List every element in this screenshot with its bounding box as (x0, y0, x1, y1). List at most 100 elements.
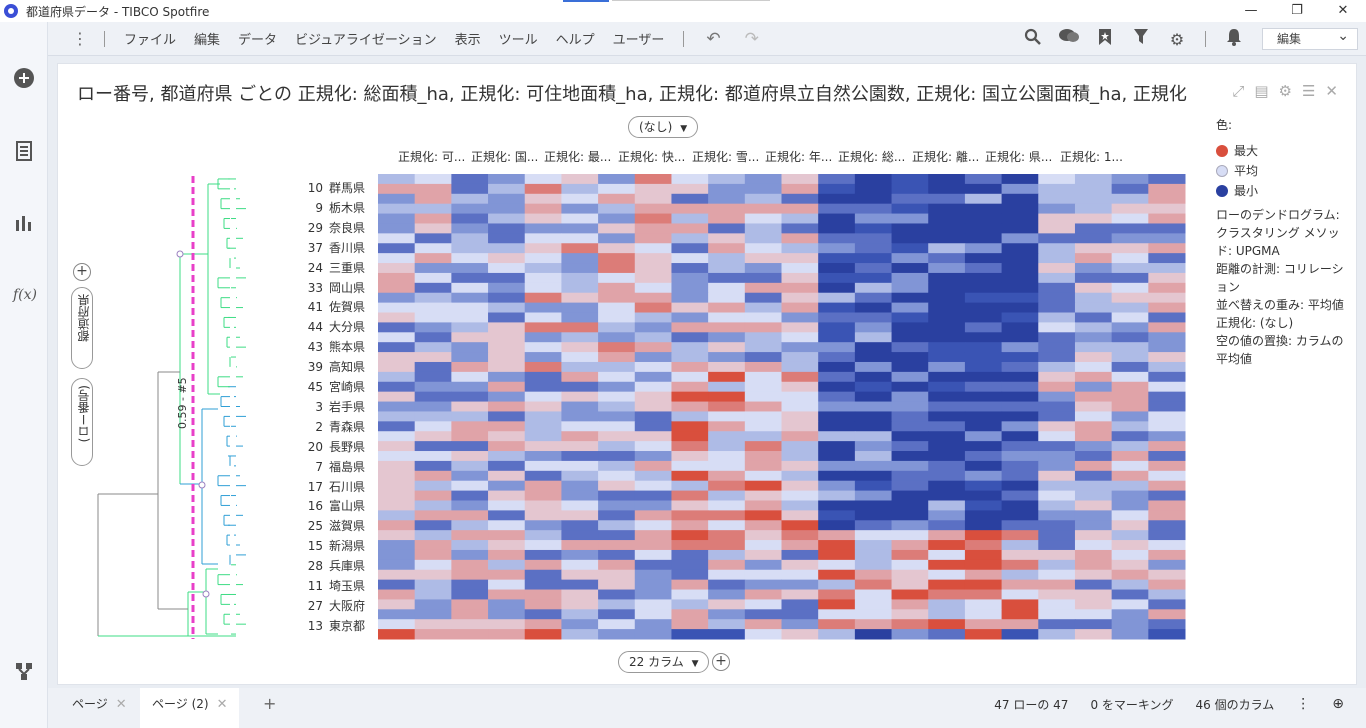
legend-item-max[interactable]: 最大 (1216, 142, 1346, 160)
heatmap-cell (1074, 619, 1113, 630)
add-row-axis-icon[interactable]: + (73, 263, 91, 281)
close-tab-icon[interactable]: ✕ (216, 697, 228, 712)
column-header[interactable]: 正規化: 離... (912, 150, 980, 164)
flow-icon[interactable] (13, 660, 35, 682)
menu-data[interactable]: データ (238, 33, 278, 48)
row-dendrogram[interactable] (97, 178, 246, 637)
row-label[interactable]: 10 群馬県 (295, 179, 365, 196)
heatmap-cell (1038, 629, 1076, 640)
row-label[interactable]: 15 新潟県 (295, 537, 365, 554)
collaboration-icon[interactable] (1051, 28, 1087, 50)
heatmap-cell (488, 223, 526, 234)
bar-chart-icon[interactable] (13, 212, 35, 234)
row-label[interactable]: 39 高知県 (295, 358, 365, 375)
close-window-button[interactable]: ✕ (1337, 3, 1349, 18)
column-header[interactable]: 正規化: 国... (471, 150, 539, 164)
column-header[interactable]: 正規化: 総... (838, 150, 906, 164)
heatmap-cell (378, 579, 416, 591)
search-icon[interactable] (1015, 28, 1051, 50)
row-axis-pill-rownumber[interactable]: (ロー番号) (71, 378, 93, 466)
column-header[interactable]: 正規化: 快... (618, 150, 686, 164)
row-label[interactable]: 28 兵庫県 (295, 557, 365, 574)
heatmap-cell (634, 272, 672, 284)
column-header[interactable]: 正規化: 県... (985, 150, 1053, 164)
menu-visualization[interactable]: ビジュアライゼーション (295, 33, 437, 48)
row-label[interactable]: 44 大分県 (295, 318, 365, 335)
close-tab-icon[interactable]: ✕ (115, 697, 127, 712)
redo-icon[interactable]: ↷ (744, 28, 759, 49)
minimize-button[interactable]: — (1244, 3, 1258, 18)
heatmap-cell (598, 371, 636, 383)
heatmap-cell (928, 451, 966, 462)
heatmap-cell (378, 203, 416, 215)
heatmap-cell (891, 223, 929, 234)
row-label[interactable]: 9 栃木県 (295, 199, 365, 216)
heatmap-cell (1111, 272, 1149, 284)
add-column-icon[interactable]: + (712, 653, 730, 671)
legend-item-min[interactable]: 最小 (1216, 182, 1346, 200)
menu-view[interactable]: 表示 (454, 33, 481, 48)
row-label[interactable]: 13 東京都 (295, 617, 365, 634)
row-label[interactable]: 11 埼玉県 (295, 577, 365, 594)
heatmap-cell (744, 520, 782, 531)
row-label[interactable]: 45 宮崎県 (295, 378, 365, 395)
row-label[interactable]: 29 奈良県 (295, 219, 365, 236)
globe-icon[interactable]: ⊕ (1332, 696, 1344, 712)
row-label[interactable]: 2 青森県 (295, 418, 365, 435)
menu-user[interactable]: ユーザー (612, 33, 665, 48)
row-label[interactable]: 43 熊本県 (295, 338, 365, 355)
heatmap-cell (891, 470, 929, 482)
heatmap-cell (854, 470, 893, 482)
heatmap-cell (524, 233, 562, 244)
mode-select[interactable]: 編集 (1262, 26, 1358, 50)
add-page-icon[interactable]: + (263, 694, 277, 713)
row-axis-pill-prefecture[interactable]: 都道府県 (71, 287, 93, 369)
row-label[interactable]: 27 大阪府 (295, 597, 365, 614)
heatmap-cell (1001, 233, 1039, 244)
page-tab-1[interactable]: ページ ✕ (60, 688, 139, 728)
row-label[interactable]: 41 佐賀県 (295, 298, 365, 315)
column-header[interactable]: 正規化: 雪... (692, 150, 760, 164)
top-axis-selector[interactable]: (なし) ▼ (628, 116, 699, 138)
bookmark-icon[interactable] (1087, 28, 1123, 50)
notification-bell-icon[interactable] (1216, 28, 1252, 50)
page-tab-2[interactable]: ページ (2) ✕ (140, 688, 240, 728)
row-label[interactable]: 37 香川県 (295, 239, 365, 256)
row-label[interactable]: 17 石川県 (295, 478, 365, 495)
details-icon[interactable]: ▤ (1254, 82, 1269, 100)
row-label[interactable]: 24 三重県 (295, 259, 365, 276)
function-icon[interactable]: f(x) (13, 287, 38, 303)
menu-help[interactable]: ヘルプ (555, 33, 595, 48)
row-label[interactable]: 25 滋賀県 (295, 517, 365, 534)
column-header[interactable]: 正規化: 年... (765, 150, 833, 164)
menu-tools[interactable]: ツール (498, 33, 538, 48)
menu-file[interactable]: ファイル (124, 33, 177, 48)
row-label[interactable]: 16 富山県 (295, 497, 365, 514)
status-more-icon[interactable]: ⋮ (1296, 696, 1311, 712)
heatmap-cell (561, 243, 599, 254)
add-icon[interactable] (13, 67, 35, 89)
viz-settings-icon[interactable]: ⚙ (1278, 82, 1292, 100)
data-table-icon[interactable] (13, 140, 35, 162)
heatmap-cell (964, 223, 1003, 234)
column-header[interactable]: 正規化: 最... (544, 150, 612, 164)
column-header[interactable]: 正規化: 可... (398, 150, 466, 164)
row-label[interactable]: 20 長野県 (295, 438, 365, 455)
legend-item-avg[interactable]: 平均 (1216, 162, 1346, 180)
row-label[interactable]: 33 岡山県 (295, 279, 365, 296)
heatmap-cell (891, 233, 929, 244)
column-count-selector[interactable]: 22 カラム ▼ (618, 651, 710, 673)
maximize-button[interactable]: ❐ (1291, 3, 1303, 18)
settings-gear-icon[interactable]: ⚙ (1169, 29, 1185, 49)
row-label[interactable]: 7 福島県 (295, 458, 365, 475)
filter-icon[interactable] (1123, 28, 1159, 50)
close-viz-icon[interactable]: ✕ (1325, 82, 1338, 100)
column-header[interactable]: 正規化: 1... (1060, 150, 1123, 164)
undo-icon[interactable]: ↶ (706, 28, 721, 49)
menu-edit[interactable]: 編集 (194, 33, 221, 48)
row-label[interactable]: 3 岩手県 (295, 398, 365, 415)
list-icon[interactable]: ☰ (1301, 82, 1316, 100)
more-menu-icon[interactable]: ⋮ (72, 29, 88, 48)
heatmap-cells[interactable] (378, 174, 1186, 640)
expand-icon[interactable]: ⤢ (1232, 82, 1245, 100)
